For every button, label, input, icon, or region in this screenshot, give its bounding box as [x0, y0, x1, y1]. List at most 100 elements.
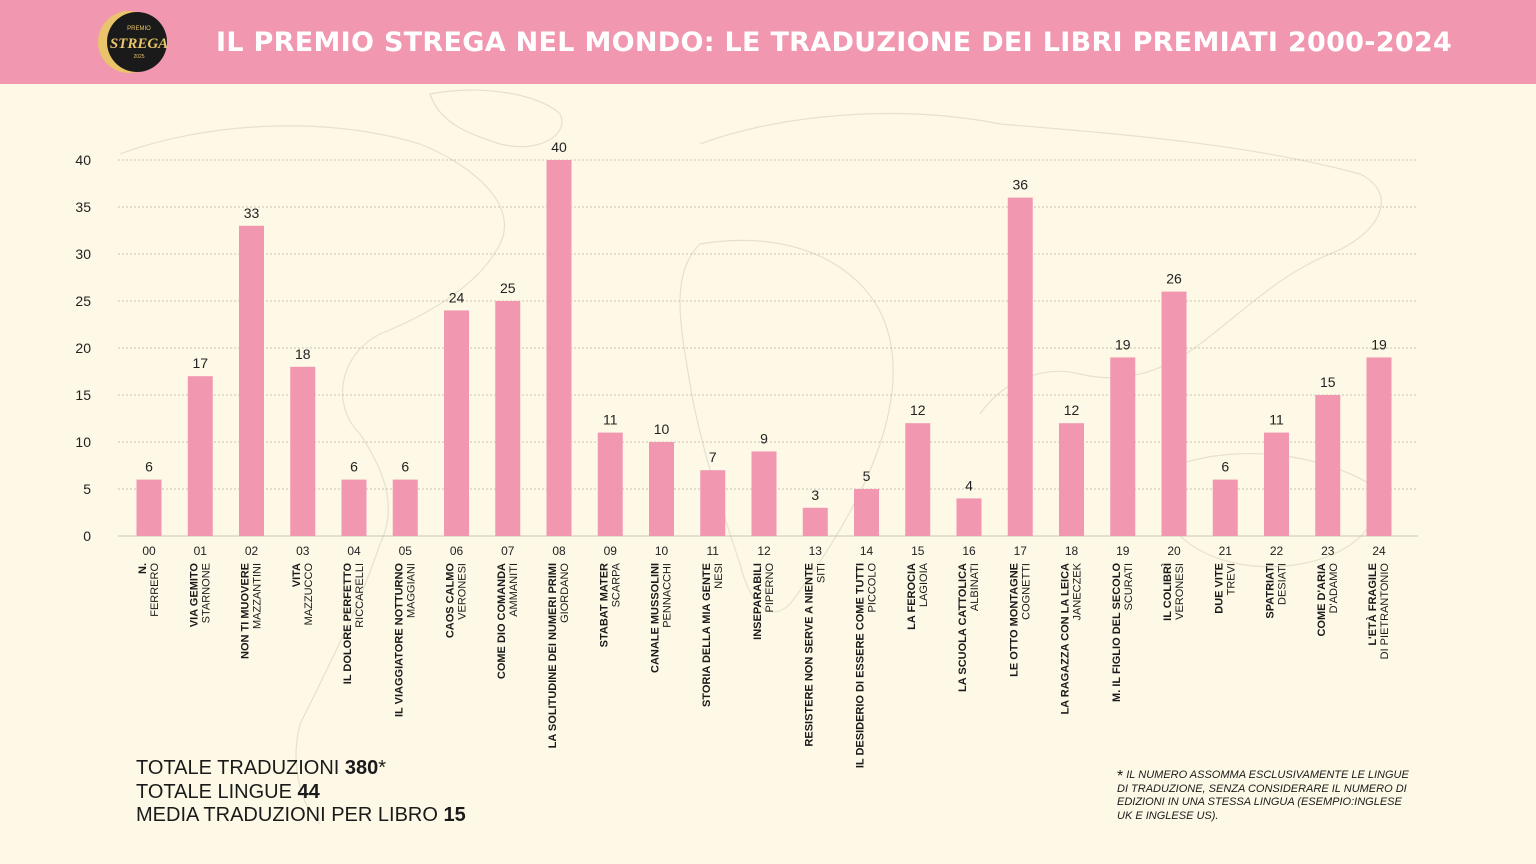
book-title-label: CANALE MUSSOLINI [650, 563, 662, 673]
book-author-label: PICCOLO [867, 563, 879, 613]
book-title-label: N. [137, 563, 149, 574]
book-author-label: NESI [713, 563, 725, 589]
total-translations-mark: * [378, 757, 387, 779]
header-bar: PREMIO STREGA 2025 IL PREMIO STREGA NEL … [0, 0, 1536, 84]
x-tick-label: 12 [757, 544, 771, 558]
total-translations-value: 380 [344, 757, 379, 779]
book-author-label: GIORDANO [559, 563, 571, 623]
bar [1161, 291, 1187, 536]
bar-value-label: 25 [500, 280, 516, 296]
y-tick-label: 15 [75, 387, 91, 403]
x-tick-label: 00 [142, 544, 156, 558]
bar-value-label: 6 [1221, 459, 1229, 475]
book-title-label: DUE VITE [1213, 563, 1225, 614]
bar [1007, 197, 1033, 536]
book-author-label: PENNACCHI [662, 563, 674, 628]
book-author-label: AMMANITI [508, 563, 520, 617]
bar [136, 479, 162, 536]
book-author-label: SCURATI [1123, 563, 1135, 610]
bar-value-label: 17 [192, 355, 208, 371]
book-author-label: PIPERNO [764, 563, 776, 613]
total-languages-line: TOTALE LINGUE 44 [136, 781, 466, 805]
x-tick-label: 14 [860, 544, 874, 558]
book-author-label: JANECZEK [1072, 562, 1084, 620]
book-author-label: DESIATI [1277, 563, 1289, 605]
book-title-label: LA RAGAZZA CON LA LEICA [1060, 563, 1072, 715]
book-author-label: RICCARELLI [354, 563, 366, 628]
y-tick-label: 5 [83, 481, 91, 497]
y-tick-label: 40 [75, 152, 91, 168]
book-title-label: IL DOLORE PERFETTO [342, 563, 354, 685]
book-author-label: FERRERO [149, 563, 161, 617]
x-tick-label: 08 [552, 544, 566, 558]
bar-value-label: 10 [654, 421, 670, 437]
bar [1264, 432, 1289, 536]
book-author-label: MAGGIANI [405, 563, 417, 618]
x-tick-label: 24 [1372, 544, 1386, 558]
bar-value-label: 6 [350, 459, 358, 475]
bar-value-label: 36 [1012, 177, 1028, 193]
bar [392, 479, 418, 536]
strega-logo: PREMIO STREGA 2025 [98, 11, 168, 73]
footnote: * IL NUMERO ASSOMMA ESCLUSIVAMENTE LE LIN… [1117, 767, 1417, 823]
bar-value-label: 6 [145, 459, 153, 475]
x-tick-label: 21 [1219, 544, 1233, 558]
x-tick-label: 10 [655, 544, 669, 558]
footnote-mark: * [1117, 768, 1124, 785]
bar-value-label: 40 [551, 139, 567, 155]
book-title-label: VIA GEMITO [188, 563, 200, 628]
bar [187, 376, 213, 536]
y-tick-label: 35 [75, 199, 91, 215]
average-translations-value: 15 [443, 804, 466, 826]
book-title-label: RESISTERE NON SERVE A NIENTE [803, 563, 815, 747]
book-title-label: COME DIO COMANDA [496, 563, 508, 679]
bar-value-label: 18 [295, 346, 311, 362]
y-tick-label: 10 [75, 434, 91, 450]
x-tick-label: 18 [1065, 544, 1079, 558]
x-tick-label: 11 [707, 544, 720, 558]
bar-value-label: 24 [449, 289, 465, 305]
book-title-label: LA SOLITUDINE DEI NUMERI PRIMI [547, 563, 559, 748]
bar [1212, 479, 1238, 536]
book-author-label: D'ADAMO [1328, 563, 1340, 614]
bar-value-label: 6 [401, 459, 409, 475]
book-author-label: COGNETTI [1020, 563, 1032, 620]
total-languages-label: TOTALE LINGUE [136, 780, 292, 803]
book-title-label: LA FEROCIA [906, 563, 918, 630]
x-tick-label: 15 [911, 544, 925, 558]
x-tick-label: 03 [296, 544, 310, 558]
book-title-label: IL VIAGGIATORE NOTTURNO [393, 563, 405, 717]
bar [956, 498, 982, 536]
bar-value-label: 33 [244, 205, 260, 221]
book-title-label: NON TI MUOVERE [240, 563, 252, 659]
book-author-label: STARNONE [200, 563, 212, 623]
bar-value-label: 11 [603, 412, 618, 428]
book-author-label: DI PIETRANTONIO [1379, 563, 1391, 660]
x-tick-label: 02 [245, 544, 259, 558]
bar-value-label: 19 [1371, 336, 1387, 352]
y-tick-label: 30 [75, 246, 91, 262]
x-tick-label: 07 [501, 544, 515, 558]
average-translations-line: MEDIA TRADUZIONI PER LIBRO 15 [136, 804, 466, 828]
bar-value-label: 11 [1269, 412, 1284, 428]
logo-disc [107, 12, 167, 72]
book-title-label: LE OTTO MONTAGNE [1008, 563, 1020, 677]
x-tick-label: 20 [1167, 544, 1181, 558]
book-author-label: SCARPA [610, 562, 622, 607]
y-tick-label: 25 [75, 293, 91, 309]
bar-value-label: 19 [1115, 336, 1131, 352]
chart-grid [118, 159, 1418, 537]
book-title-label: IL DESIDERIO DI ESSERE COME TUTTI [855, 563, 867, 768]
book-author-label: SITI [815, 563, 827, 583]
average-translations-label: MEDIA TRADUZIONI PER LIBRO [136, 804, 438, 826]
book-title-label: STABAT MATER [598, 563, 610, 647]
totals-summary: TOTALE TRADUZIONI 380* TOTALE LINGUE 44 … [136, 757, 466, 828]
bar [1059, 423, 1084, 536]
x-tick-label: 09 [604, 544, 618, 558]
x-tick-label: 22 [1270, 544, 1284, 558]
bar-value-label: 26 [1166, 271, 1182, 287]
y-axis: 0 5 10 15 20 25 30 35 40 [75, 152, 91, 544]
book-author-label: VERONESI [1174, 563, 1186, 620]
x-tick-label: 17 [1014, 544, 1028, 558]
book-title-label: L'ETÀ FRAGILE [1366, 563, 1379, 646]
